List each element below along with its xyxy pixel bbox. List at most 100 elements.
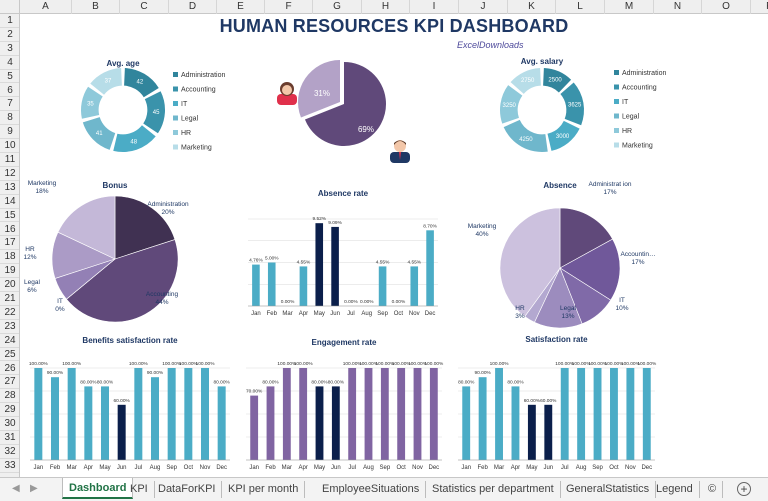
- column-header-g[interactable]: G: [313, 0, 362, 14]
- row-header-9[interactable]: 9: [0, 125, 19, 140]
- column-header-l[interactable]: L: [556, 0, 605, 14]
- row-header-8[interactable]: 8: [0, 111, 19, 126]
- row-header-10[interactable]: 10: [0, 139, 19, 153]
- sheet-tab-legend[interactable]: Legend: [650, 481, 700, 498]
- benefits-satisfaction-bar: [67, 368, 76, 460]
- sheet-tab-dashboard[interactable]: Dashboard: [62, 478, 134, 499]
- column-header-i[interactable]: I: [410, 0, 459, 14]
- row-header-13[interactable]: 13: [0, 181, 19, 195]
- avg-age-value-label: 45: [153, 110, 160, 116]
- row-header-25[interactable]: 25: [0, 348, 19, 362]
- sheet-tab-statistics-per-department[interactable]: Statistics per department: [426, 481, 561, 498]
- column-header-b[interactable]: B: [72, 0, 120, 14]
- column-header-d[interactable]: D: [169, 0, 217, 14]
- column-header-c[interactable]: C: [120, 0, 169, 14]
- column-header-k[interactable]: K: [508, 0, 556, 14]
- dashboard-sheet[interactable]: HUMAN RESOURCES KPI DASHBOARD ExcelDownl…: [20, 14, 768, 477]
- sheet-tab-kpi[interactable]: KPI: [124, 481, 155, 498]
- row-header-31[interactable]: 31: [0, 431, 19, 445]
- engagement-data-label: 70.00%: [246, 389, 263, 395]
- column-header-f[interactable]: F: [265, 0, 313, 14]
- engagement-data-label: 80.00%: [311, 379, 328, 385]
- row-header-15[interactable]: 15: [0, 209, 19, 223]
- satisfaction-tick-label: Nov: [625, 465, 636, 471]
- row-header-5[interactable]: 5: [0, 70, 19, 84]
- column-header-e[interactable]: E: [217, 0, 265, 14]
- absence-rate-bar: [331, 226, 339, 306]
- add-sheet-icon[interactable]: +: [737, 482, 751, 496]
- avg-salary-chart-title: Avg. salary: [521, 57, 564, 66]
- row-header-3[interactable]: 3: [0, 42, 19, 56]
- row-header-27[interactable]: 27: [0, 375, 19, 390]
- engagement-tick-label: Nov: [412, 465, 423, 471]
- row-header-19[interactable]: 19: [0, 264, 19, 279]
- row-header-23[interactable]: 23: [0, 320, 19, 334]
- absence-percent-label: 40%: [475, 231, 488, 238]
- benefits-satisfaction-tick-label: Feb: [50, 465, 61, 471]
- sheet-tab-kpi-per-month[interactable]: KPI per month: [222, 481, 306, 498]
- engagement-data-label: 100.00%: [359, 361, 379, 367]
- avg-age-slice: [82, 117, 116, 150]
- column-header-m[interactable]: M: [605, 0, 654, 14]
- row-header-6[interactable]: 6: [0, 84, 19, 98]
- sheet-tab-dataforkpi[interactable]: DataForKPI: [152, 481, 223, 498]
- column-header-n[interactable]: N: [654, 0, 702, 14]
- absence-rate-tick-label: Nov: [409, 311, 420, 317]
- column-header-j[interactable]: J: [459, 0, 508, 14]
- absence-rate-bar: [315, 223, 324, 306]
- engagement-tick-label: Oct: [396, 465, 406, 471]
- row-header-1[interactable]: 1: [0, 14, 19, 28]
- absence-category-label: IT: [619, 297, 625, 304]
- absence-rate-bar: [410, 266, 419, 306]
- column-header-p[interactable]: P: [751, 0, 768, 14]
- select-all-corner[interactable]: [0, 0, 20, 14]
- row-header-12[interactable]: 12: [0, 167, 19, 181]
- column-header-o[interactable]: O: [702, 0, 751, 14]
- row-header-14[interactable]: 14: [0, 195, 19, 209]
- avg-salary-legend-swatch: [614, 142, 619, 148]
- row-header-11[interactable]: 11: [0, 153, 19, 167]
- row-header-29[interactable]: 29: [0, 403, 19, 418]
- row-header-21[interactable]: 21: [0, 292, 19, 306]
- engagement-bar: [348, 368, 357, 460]
- row-header-17[interactable]: 17: [0, 236, 19, 251]
- absence-rate-tick-label: Jul: [347, 311, 355, 317]
- column-header-h[interactable]: H: [362, 0, 410, 14]
- bonus-category-label: HR: [25, 246, 35, 253]
- row-header-20[interactable]: 20: [0, 278, 19, 292]
- row-header-16[interactable]: 16: [0, 223, 19, 237]
- sheet-tab-copyright[interactable]: ©: [702, 481, 724, 498]
- absence-rate-tick-label: Jun: [330, 311, 340, 317]
- engagement-tick-label: Aug: [363, 465, 374, 471]
- absence-rate-chart: Absence rate4.76%Jan5.00%Feb0.00%Mar4.55…: [248, 189, 438, 317]
- avg-age-legend-swatch: [173, 86, 178, 92]
- row-header-18[interactable]: 18: [0, 250, 19, 265]
- sheet-tab-employeesituations[interactable]: EmployeeSituations: [316, 481, 427, 498]
- row-header-2[interactable]: 2: [0, 28, 19, 42]
- row-header-7[interactable]: 7: [0, 97, 19, 112]
- row-header-24[interactable]: 24: [0, 334, 19, 348]
- row-header-4[interactable]: 4: [0, 56, 19, 70]
- benefits-satisfaction-tick-label: Apr: [84, 465, 93, 471]
- benefits-satisfaction-bar: [117, 404, 126, 460]
- column-header-a[interactable]: A: [20, 0, 72, 14]
- row-header-22[interactable]: 22: [0, 306, 19, 320]
- avg-age-chart-title: Avg. age: [106, 59, 140, 68]
- row-header-28[interactable]: 28: [0, 389, 19, 404]
- engagement-bar: [282, 368, 291, 460]
- row-header-30[interactable]: 30: [0, 417, 19, 431]
- row-header-26[interactable]: 26: [0, 362, 19, 376]
- row-header-33[interactable]: 33: [0, 459, 19, 473]
- absence-rate-bar: [299, 266, 308, 306]
- absence-rate-data-label: 0.00%: [392, 299, 406, 305]
- next-sheet-arrow-icon[interactable]: ▶: [30, 483, 38, 494]
- row-header-32[interactable]: 32: [0, 445, 19, 459]
- engagement-tick-label: Jul: [348, 465, 356, 471]
- satisfaction-bar: [560, 368, 569, 460]
- sheet-tab-generalstatistics[interactable]: GeneralStatistics: [560, 481, 657, 498]
- benefits-satisfaction-data-label: 60.00%: [114, 398, 131, 404]
- engagement-chart-title: Engagement rate: [312, 338, 377, 347]
- prev-sheet-arrow-icon[interactable]: ◀: [12, 483, 20, 494]
- column-headers: ABCDEFGHIJKLMNOP: [0, 0, 768, 14]
